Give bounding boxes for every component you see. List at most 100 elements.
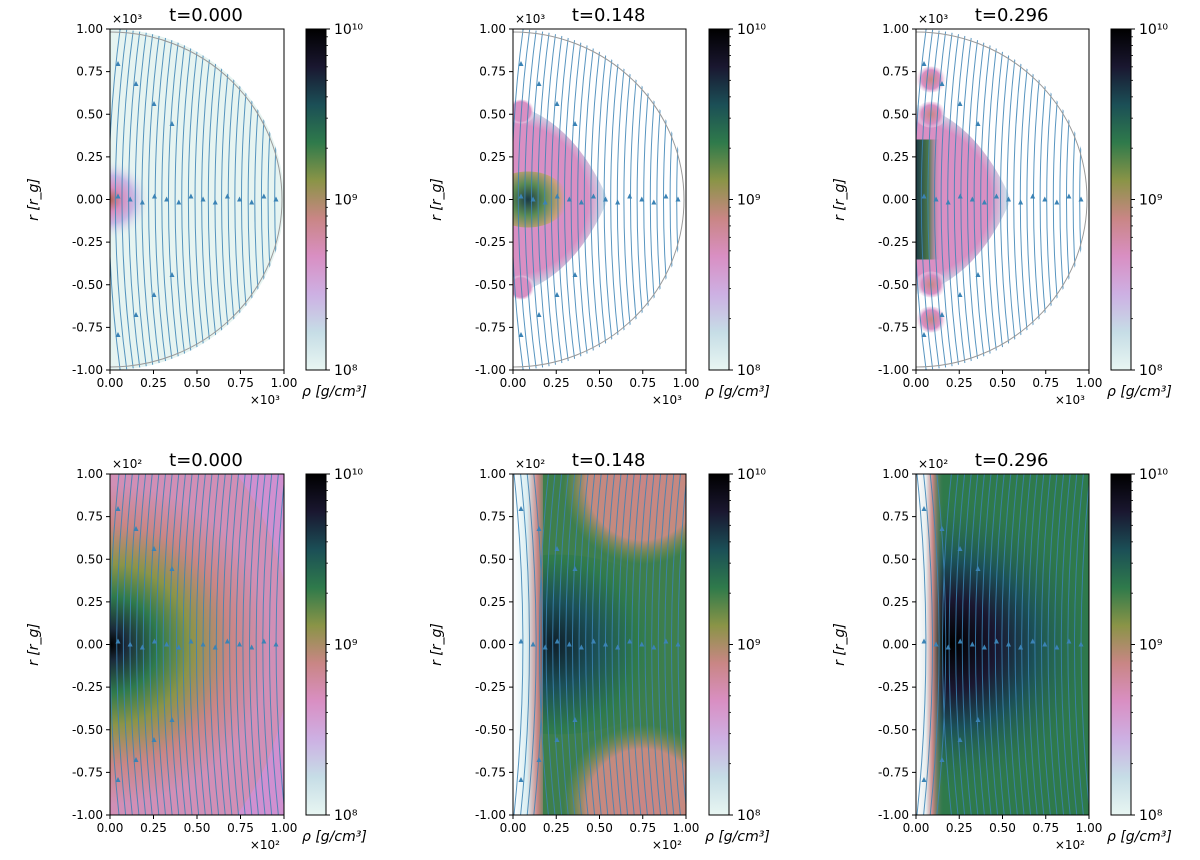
arrow-marker	[530, 196, 536, 202]
arrow-marker	[957, 193, 963, 199]
arrow-marker	[542, 644, 548, 650]
arrow-marker	[939, 312, 945, 317]
y-axis-label: r [r_g]	[26, 623, 42, 666]
arrow-marker	[530, 641, 536, 647]
streamline	[961, 474, 972, 815]
low-density-column	[916, 474, 944, 815]
streamline	[241, 29, 254, 370]
streamline	[663, 29, 676, 370]
colorbar-label: ρ [g/cm³]	[1107, 384, 1172, 400]
arrow-marker	[164, 196, 170, 202]
y-tick-label: -0.25	[878, 680, 909, 694]
x-tick-label: 0.25	[946, 821, 973, 835]
colorbar-label: ρ [g/cm³]	[302, 384, 367, 400]
arrow-marker	[249, 644, 255, 650]
streamline	[929, 474, 940, 815]
panel-title: t=0.000	[169, 5, 243, 26]
y-tick-label: -0.75	[72, 320, 103, 334]
streamline	[651, 474, 662, 815]
arrow-marker	[1030, 638, 1036, 644]
streamline	[1001, 474, 1012, 815]
y-tick-label: -0.75	[878, 765, 909, 779]
arrow-marker	[945, 199, 951, 205]
y-tick-label: -0.50	[475, 278, 506, 292]
arrow-marker	[1078, 641, 1084, 647]
y-tick-label: 0.00	[479, 638, 506, 652]
arrow-marker	[1078, 196, 1084, 202]
colorbar-tick-label: 10⁸	[1139, 363, 1163, 379]
x-tick-label: 0.25	[543, 821, 570, 835]
streamline	[1014, 474, 1025, 815]
y-tick-label: 0.75	[882, 510, 909, 524]
arrow-marker	[675, 196, 681, 202]
arrow-marker	[566, 641, 572, 647]
arrow-marker	[133, 81, 139, 86]
x-tick-label: 1.00	[673, 376, 700, 390]
streamline	[545, 474, 556, 815]
arrow-marker	[603, 641, 609, 647]
streamline	[994, 474, 1005, 815]
colorbar-tick-label: 10¹⁰	[737, 22, 766, 38]
streamline	[1046, 29, 1059, 370]
y-tick-label: -0.50	[475, 723, 506, 737]
arrow-marker	[261, 193, 267, 199]
y-tick-label: 0.75	[76, 65, 103, 79]
arrow-marker	[169, 717, 175, 722]
arrow-marker	[975, 121, 981, 126]
y-tick-label: -0.25	[72, 235, 103, 249]
arrow-marker	[164, 641, 170, 647]
colorbar-tick-label: 10⁹	[1139, 638, 1163, 654]
arrow-marker	[572, 717, 578, 722]
x-tick-label: 0.00	[903, 376, 930, 390]
arrow-marker	[957, 546, 963, 551]
arrow-marker	[151, 638, 157, 644]
panel-title: t=0.148	[572, 450, 646, 471]
arrow-marker	[115, 332, 121, 337]
streamline	[234, 29, 248, 370]
x-multiplier: ×10³	[652, 393, 682, 407]
arrow-marker	[554, 638, 560, 644]
arrow-marker	[639, 196, 645, 202]
density-field	[916, 29, 1089, 370]
streamline	[664, 474, 675, 815]
y-tick-label: -1.00	[72, 363, 103, 377]
arrow-marker	[133, 312, 139, 317]
streamline	[1034, 474, 1045, 815]
panel-6: t=0.296 -1.00 -0.75 -0.50 -0.25 0.00 0.25 0.50 0…	[832, 450, 1172, 852]
arrow-marker	[578, 199, 584, 205]
streamline	[598, 474, 609, 815]
x-tick-label: 0.00	[97, 821, 124, 835]
streamline	[671, 474, 681, 815]
arrow-marker	[651, 644, 657, 650]
colorbar-tick-label: 10⁸	[334, 808, 358, 824]
pink-bottom	[563, 725, 686, 815]
streamline	[1059, 29, 1073, 370]
streamline	[513, 29, 524, 370]
blob-bottom-2	[916, 306, 947, 333]
arrow-marker	[200, 641, 206, 647]
y-tick-label: 0.50	[76, 552, 103, 566]
arrow-marker	[554, 292, 560, 297]
x-tick-label: 0.00	[500, 376, 527, 390]
streamline	[254, 29, 267, 370]
arrow-marker	[151, 737, 157, 742]
arrow-marker	[1006, 641, 1012, 647]
arrow-marker	[921, 638, 927, 644]
arrow-marker	[615, 199, 621, 205]
streamline-arrows	[518, 506, 681, 782]
arrow-marker	[615, 644, 621, 650]
arrow-marker	[542, 199, 548, 205]
streamline	[149, 474, 160, 815]
streamline	[189, 474, 200, 815]
streamline	[1027, 474, 1038, 815]
arrow-marker	[169, 121, 175, 126]
arrow-marker	[578, 644, 584, 650]
arrow-marker	[981, 199, 987, 205]
x-tick-label: 0.25	[543, 376, 570, 390]
colorbar-tick-label: 10¹⁰	[737, 467, 766, 483]
density-field	[513, 474, 686, 815]
arrow-marker	[957, 292, 963, 297]
y-tick-label: 1.00	[479, 22, 506, 36]
streamline	[611, 474, 622, 815]
